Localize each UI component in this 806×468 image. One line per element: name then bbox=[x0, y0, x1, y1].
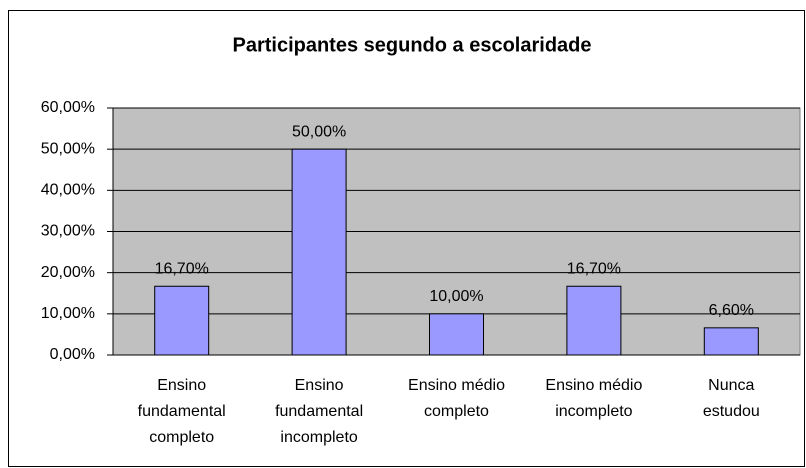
bar bbox=[154, 285, 210, 356]
data-label: 6,60% bbox=[709, 302, 754, 319]
x-tick-label: Ensino bbox=[157, 377, 206, 394]
data-label: 10,00% bbox=[429, 288, 483, 305]
bar bbox=[291, 148, 347, 356]
x-tick-label: incompleto bbox=[280, 429, 357, 446]
chart-title: Participantes segundo a escolaridade bbox=[232, 34, 591, 56]
y-tick-label: 20,00% bbox=[41, 264, 95, 281]
x-tick-label: completo bbox=[424, 403, 489, 420]
x-tick-label: estudou bbox=[703, 403, 760, 420]
data-label: 16,70% bbox=[567, 260, 621, 277]
bar bbox=[566, 285, 622, 356]
x-tick-label: incompleto bbox=[555, 403, 632, 420]
data-label: 50,00% bbox=[292, 123, 346, 140]
x-tick-label: fundamental bbox=[138, 403, 226, 420]
x-tick-label: Ensino bbox=[295, 377, 344, 394]
y-tick-label: 10,00% bbox=[41, 305, 95, 322]
y-tick-label: 40,00% bbox=[41, 182, 95, 199]
x-tick-label: fundamental bbox=[275, 403, 363, 420]
y-tick-label: 30,00% bbox=[41, 223, 95, 240]
bar bbox=[703, 327, 759, 356]
y-tick-label: 0,00% bbox=[50, 346, 95, 363]
x-tick-label: Ensino médio bbox=[545, 377, 642, 394]
x-tick-label: completo bbox=[149, 429, 214, 446]
x-tick-label: Ensino médio bbox=[408, 377, 505, 394]
data-label: 16,70% bbox=[155, 260, 209, 277]
y-tick-label: 50,00% bbox=[41, 140, 95, 157]
x-tick-label: Nunca bbox=[708, 377, 754, 394]
y-tick-label: 60,00% bbox=[41, 99, 95, 116]
bar bbox=[429, 313, 484, 356]
